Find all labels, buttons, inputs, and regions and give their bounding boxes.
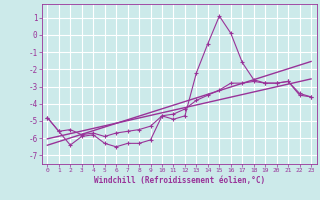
X-axis label: Windchill (Refroidissement éolien,°C): Windchill (Refroidissement éolien,°C)	[94, 176, 265, 185]
